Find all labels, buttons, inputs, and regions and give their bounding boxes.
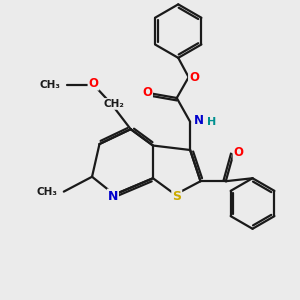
- Text: O: O: [189, 71, 199, 84]
- Text: S: S: [172, 190, 181, 203]
- Text: O: O: [142, 85, 152, 98]
- Text: O: O: [234, 146, 244, 160]
- Text: N: N: [194, 114, 203, 127]
- Text: N: N: [108, 190, 118, 202]
- Text: H: H: [207, 117, 216, 128]
- Text: CH₂: CH₂: [104, 99, 125, 109]
- Text: CH₃: CH₃: [37, 187, 58, 196]
- Text: CH₃: CH₃: [40, 80, 61, 90]
- Text: O: O: [88, 76, 98, 90]
